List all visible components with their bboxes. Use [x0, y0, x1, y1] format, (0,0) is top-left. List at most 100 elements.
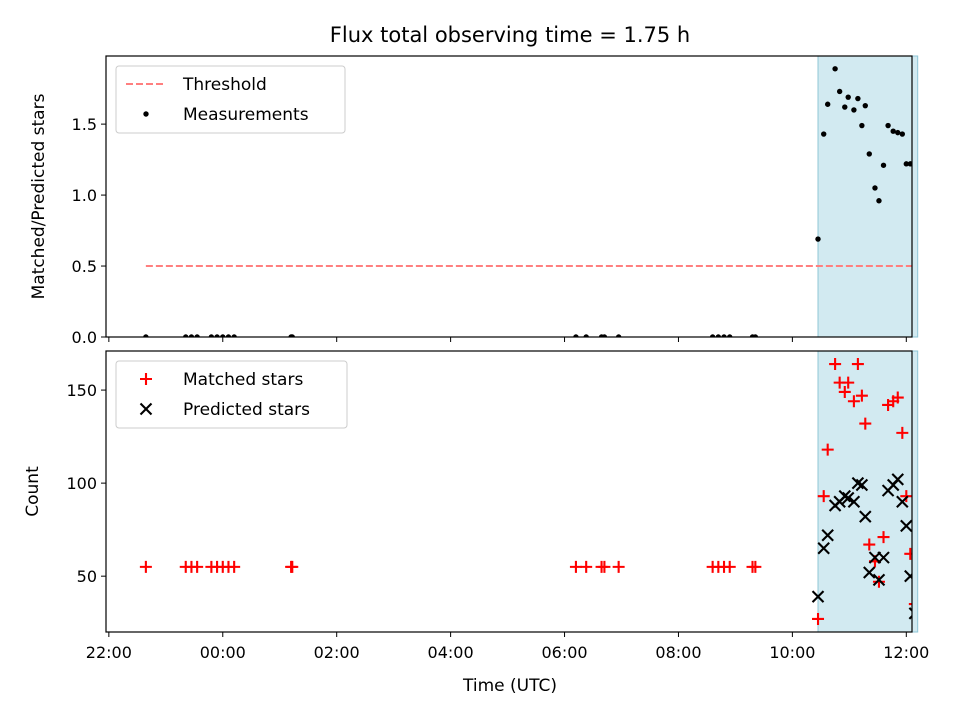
x-axis-label: Time (UTC) [462, 676, 557, 696]
matched-stars-point [812, 612, 825, 625]
legend-predicted-handle [139, 402, 153, 416]
y-tick-label: 100 [66, 474, 97, 493]
measurements-point [862, 102, 868, 109]
matched-stars-point [821, 443, 834, 456]
data-layer [139, 358, 912, 625]
y-axis-label: Count [23, 466, 43, 517]
legend-measurements-handle [143, 111, 149, 117]
y-tick-label: 1.0 [72, 186, 97, 205]
measurements-point [220, 334, 226, 337]
legend-label: Matched stars [183, 370, 303, 390]
predicted-stars-point [863, 566, 876, 579]
matched-stars-point [612, 560, 625, 573]
matched-stars-point [900, 490, 912, 503]
measurements-point [855, 95, 861, 102]
y-tick-label: 150 [66, 381, 97, 400]
predicted-stars-point [838, 489, 852, 503]
y-tick-label: 50 [77, 567, 97, 586]
measurements-point [899, 131, 906, 137]
predicted-stars-point [891, 473, 905, 486]
data-layer [143, 66, 912, 337]
matched-stars-point [598, 560, 611, 573]
measurements-point [183, 334, 189, 337]
measurements-point [208, 334, 215, 337]
measurements-point [721, 334, 727, 337]
predicted-stars-point [896, 495, 909, 508]
legend-label: Measurements [183, 105, 309, 125]
matched-stars-point [228, 560, 241, 573]
matched-stars-point [838, 385, 851, 398]
x-tick-label: 02:00 [314, 643, 360, 662]
y-tick-label: 0.5 [72, 257, 97, 276]
y-tick-label: 0.0 [72, 328, 97, 347]
measurements-point [832, 66, 838, 72]
legend-box [115, 65, 346, 134]
matched-stars-point [891, 391, 904, 404]
matched-stars-point [139, 560, 152, 573]
measurements-point [824, 101, 831, 107]
predicted-stars-point [847, 495, 861, 508]
measurements-point [866, 151, 872, 157]
matched-stars-point [723, 560, 736, 573]
predicted-stars-point [908, 607, 912, 620]
matched-stars-point [829, 358, 842, 371]
measurements-point [188, 334, 195, 337]
matched-stars-point [863, 538, 876, 551]
measurements-point [907, 161, 912, 167]
matched-stars-point [851, 358, 864, 371]
matched-stars-point [847, 395, 860, 408]
legend-label: Threshold [182, 75, 267, 95]
predicted-stars-point [817, 542, 830, 555]
x-tick-label: 08:00 [655, 643, 701, 662]
legend-matched-handle [140, 373, 152, 385]
measurements-point [890, 128, 896, 134]
measurements-point [859, 122, 865, 129]
panel-1: 0.0 0.5 1.0 1.5 Matched/Predicted stars Thres… [29, 55, 919, 347]
x-tick-label: 12:00 [883, 643, 929, 662]
chart-title: Flux total observing time = 1.75 h [330, 23, 690, 47]
predicted-stars-point [900, 519, 912, 533]
panel-frame [105, 350, 913, 633]
predicted-stars-point [859, 510, 872, 523]
measurements-point [872, 185, 878, 191]
measurements-point [225, 334, 232, 337]
measurements-point [583, 334, 589, 337]
panel-2: 22:00 00:00 02:00 04:00 06:00 08:00 10:00 12:00… [23, 350, 929, 662]
measurements-point [885, 122, 891, 129]
predicted-stars-point [855, 478, 869, 492]
measurements-point [895, 129, 901, 136]
measurements-point [289, 334, 295, 337]
predicted-stars-point [841, 491, 855, 505]
observing-span [817, 55, 919, 338]
matched-stars-point [859, 417, 872, 430]
plot-layer: 0.0 0.5 1.0 1.5 Matched/Predicted stars Thres… [23, 55, 929, 662]
measurements-point [851, 107, 857, 113]
matched-stars-point [872, 575, 885, 588]
y-axis-label: Matched/Predicted stars [29, 93, 49, 299]
legend-label: Predicted stars [183, 400, 310, 420]
measurements-point [715, 334, 722, 337]
measurements-point [876, 198, 882, 204]
matched-stars-point [191, 560, 204, 573]
measurements-point [601, 334, 608, 337]
matched-stars-point [896, 426, 909, 439]
measurements-point [815, 236, 821, 242]
measurements-point [231, 334, 237, 337]
measurements-point [573, 334, 579, 337]
matched-stars-point [855, 389, 868, 402]
measurements-point [194, 334, 200, 337]
legend-box [115, 360, 348, 429]
predicted-stars-point [904, 569, 912, 583]
measurements-point [615, 334, 622, 337]
x-tick-label: 22:00 [86, 643, 132, 662]
predicted-stars-point [821, 528, 834, 542]
measurements-point [903, 161, 910, 167]
measurements-point [727, 334, 733, 337]
measurements-point [880, 162, 887, 168]
matched-stars-point [749, 560, 762, 573]
measurements-point [821, 131, 827, 137]
predicted-stars-point [851, 476, 865, 490]
predicted-stars-point [811, 590, 825, 603]
